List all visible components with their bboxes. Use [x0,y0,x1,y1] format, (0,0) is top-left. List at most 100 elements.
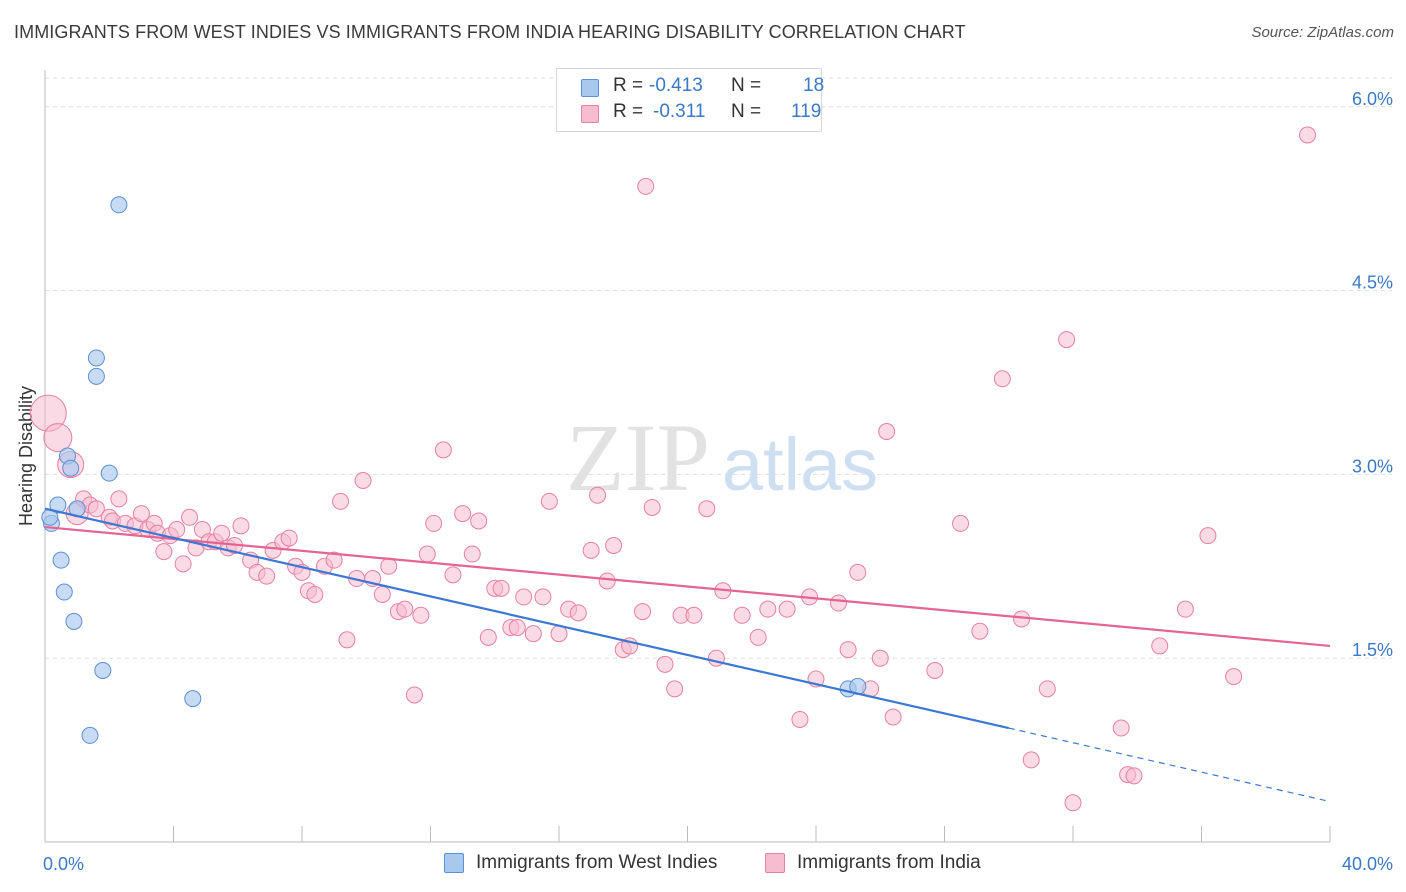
y-tick-label: 4.5% [1352,273,1393,293]
india-point [791,710,809,728]
legend-label: Immigrants from India [797,852,981,873]
y-tick-label: 1.5% [1352,640,1393,660]
watermark-atlas: atlas [722,423,878,506]
r-label: R = [613,101,644,122]
trend-lines [44,507,1331,803]
india-point [656,655,674,673]
india-point [598,572,616,590]
india-point [849,563,867,581]
india-point [418,545,436,563]
west-indies-point [87,349,105,367]
india-point [454,505,472,523]
chart-title: IMMIGRANTS FROM WEST INDIES VS IMMIGRANT… [14,22,966,42]
india-point [463,545,481,563]
india-point [280,529,298,547]
west-indies-point [52,551,70,569]
n-value: 119 [791,101,822,122]
west-indies-point [49,496,67,514]
india-point [168,521,186,539]
india-point [87,500,105,518]
india-point [508,619,526,637]
x-tick-label: 40.0% [1342,854,1393,874]
stats-legend: R = -0.413 N = 18 R = -0.311 N = 119 [556,68,825,132]
y-tick-label: 3.0% [1352,456,1393,476]
india-point [582,541,600,559]
west-indies-point [94,661,112,679]
india-point [232,517,250,535]
x-tick-label: 0.0% [43,854,84,874]
n-value: 18 [803,75,825,96]
west-indies-point [55,583,73,601]
west-indies-trend-extension [1008,727,1331,803]
west-indies-point [184,690,202,708]
r-value: -0.413 [649,75,703,96]
india-point [479,628,497,646]
india-point [155,543,173,561]
india-point [839,641,857,659]
west-indies-point [110,196,128,214]
india-point [971,622,989,640]
india-point [1058,331,1076,349]
india-point [666,680,684,698]
india-point [1038,680,1056,698]
india-point [354,472,372,490]
west-indies-swatch [444,853,464,873]
india-trend-line [44,525,1331,648]
india-point [878,422,896,440]
india-point [685,606,703,624]
india-point [425,514,443,532]
source-label: Source: ZipAtlas.com [1251,24,1394,41]
x-tick-labels: 0.0% 40.0% [43,854,1393,874]
india-point [1176,600,1194,618]
india-point [492,579,510,597]
india-point [540,492,558,510]
india-point [733,606,751,624]
legend-label: Immigrants from West Indies [476,852,718,873]
india-point [515,588,533,606]
west-indies-point [100,464,118,482]
west-indies-point [81,726,99,744]
n-label: N = [731,101,762,122]
india-point [759,600,777,618]
watermark: ZIP atlas [566,404,878,511]
y-tick-labels: 1.5% 3.0% 4.5% 6.0% [1352,89,1393,660]
india-point [550,625,568,643]
india-point [926,661,944,679]
india-point [569,604,587,622]
india-point [380,557,398,575]
y-tick-label: 6.0% [1352,89,1393,109]
india-point [1125,767,1143,785]
r-value: -0.311 [653,101,706,122]
india-point [1199,527,1217,545]
india-point [993,370,1011,388]
india-point [396,600,414,618]
india-swatch [581,105,599,123]
india-point [405,686,423,704]
india-point [1299,126,1317,144]
west-indies-point [65,612,83,630]
india-point [643,498,661,516]
india-point [306,585,324,603]
n-label: N = [731,75,762,96]
india-point [174,555,192,573]
india-point [829,594,847,612]
india-point [470,512,488,530]
india-point [952,514,970,532]
india-point [325,551,343,569]
watermark-zip: ZIP [566,404,710,511]
india-point [181,508,199,526]
india-point [1022,751,1040,769]
india-point [605,536,623,554]
india-point [132,505,150,523]
grid-lines [45,77,1392,659]
india-swatch [765,853,785,873]
india-point [444,566,462,584]
india-point [589,486,607,504]
y-axis-label: Hearing Disability [16,386,36,526]
west-indies-point [87,367,105,385]
india-point [524,625,542,643]
india-point [698,500,716,518]
india-point [884,708,902,726]
india-point [534,588,552,606]
